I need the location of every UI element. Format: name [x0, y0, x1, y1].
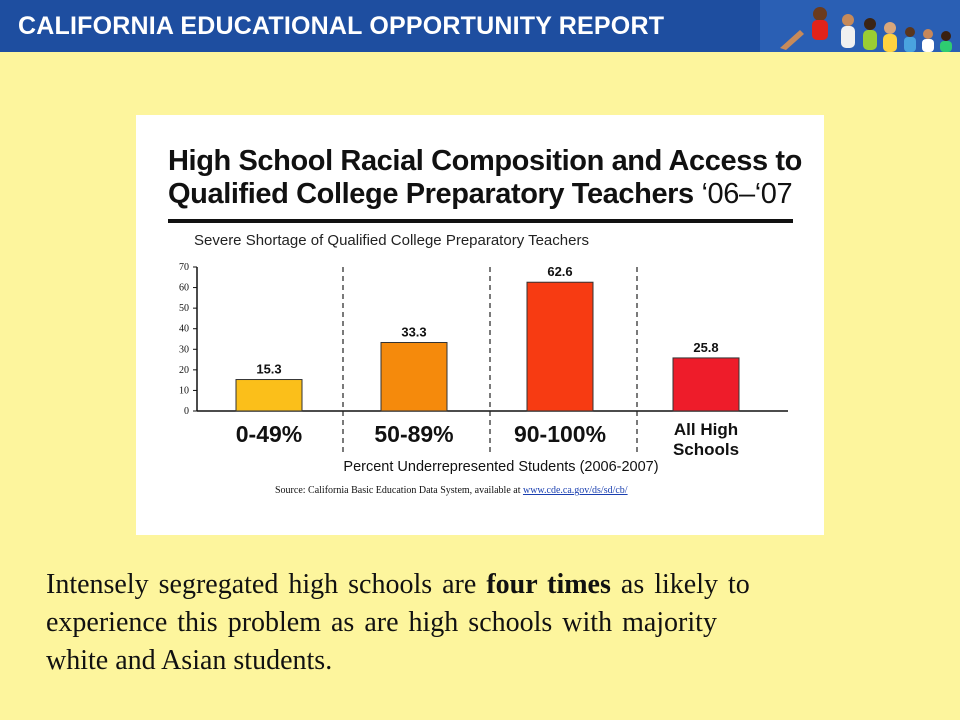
bar-value-label: 15.3: [256, 362, 281, 377]
caption-part-a: Intensely segregated high schools are: [46, 569, 487, 600]
category-label: All High Schools: [673, 420, 739, 459]
caption-line-3: white and Asian students.: [46, 645, 333, 676]
chart-title: High School Racial Composition and Acces…: [168, 145, 802, 211]
caption-emphasis: four times: [486, 569, 611, 600]
bar-chart: 0 10 20 30 40 50 60 70 15.3 33.3 62.6 25.8 0-49% 50…: [179, 262, 788, 496]
caption-line-2: experience this problem as are high scho…: [46, 607, 717, 638]
y-tick-label: 20: [179, 365, 189, 376]
students-photo-icon: [760, 0, 960, 52]
header-bar: CALIFORNIA EDUCATIONAL OPPORTUNITY REPOR…: [0, 0, 960, 52]
chart-title-line1: High School Racial Composition and Acces…: [168, 145, 802, 177]
caption-text: Intensely segregated high schools are fo…: [46, 566, 946, 680]
chart-subtitle: Severe Shortage of Qualified College Pre…: [194, 232, 589, 249]
y-tick-label: 10: [179, 385, 189, 396]
bar-value-label: 25.8: [693, 340, 718, 355]
y-tick-label: 50: [179, 303, 189, 314]
x-axis-label: Percent Underrepresented Students (2006-…: [343, 459, 658, 475]
category-label: 0-49%: [236, 421, 302, 447]
source-prefix: Source: California Basic Education Data …: [275, 485, 523, 496]
y-tick-label: 70: [179, 262, 189, 273]
caption-line-1: Intensely segregated high schools are fo…: [46, 566, 946, 604]
chart-title-year: ‘06–‘07: [701, 178, 793, 210]
y-tick-label: 0: [184, 406, 189, 417]
chart-panel: High School Racial Composition and Acces…: [136, 115, 824, 535]
y-tick-label: 40: [179, 324, 189, 335]
bar-value-label: 33.3: [401, 324, 426, 339]
y-tick-label: 30: [179, 344, 189, 355]
source-note: Source: California Basic Education Data …: [275, 485, 628, 496]
bar-value-label: 62.6: [547, 264, 572, 279]
report-title: CALIFORNIA EDUCATIONAL OPPORTUNITY REPOR…: [18, 12, 665, 40]
category-label: 90-100%: [514, 421, 606, 447]
bar: [672, 357, 740, 412]
title-rule: [168, 219, 793, 223]
caption-part-c: as likely to: [610, 569, 750, 600]
y-tick-label: 60: [179, 283, 189, 294]
category-label: 50-89%: [374, 421, 453, 447]
bar: [235, 379, 303, 412]
bar: [526, 281, 594, 412]
chart-title-line2: Qualified College Preparatory Teachers: [168, 178, 694, 210]
source-link[interactable]: www.cde.ca.gov/ds/sd/cb/: [523, 485, 628, 496]
bar: [380, 341, 448, 412]
